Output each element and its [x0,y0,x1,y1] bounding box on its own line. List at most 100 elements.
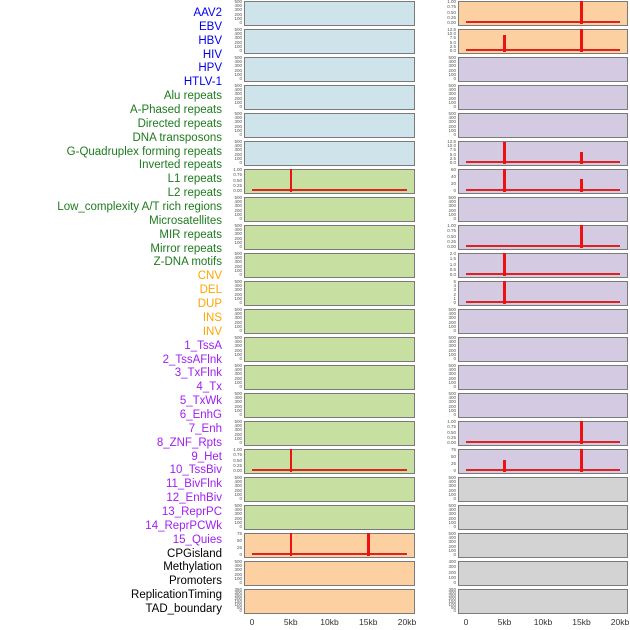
y-tick-label: 400 [448,559,456,564]
y-tick-label: 300 [234,231,242,237]
signal-panel-ebv [244,29,415,54]
y-tick-label: 100 [448,323,456,329]
y-tick-label: 100 [234,351,242,357]
y-tick-label: 250 [234,593,242,598]
y-tick-label: 500 [234,419,242,424]
y-tick-label: 0 [239,272,242,277]
y-tick-label: 300 [234,483,242,489]
track-label-microsatellites: Microsatellites [149,214,222,227]
y-tick-label: 0 [239,524,242,529]
y-tick-label: 300 [234,63,242,69]
signal-panel-1-tssa [458,57,628,82]
y-tick-label: 0.75 [233,452,242,458]
y-tick-label: 1.00 [233,167,242,172]
signal-panel-l2-repeats [244,365,415,390]
y-tick-label: 0.5 [449,266,456,272]
y-tick-label: 200 [234,319,242,325]
x-axis-label: 0 [249,617,255,627]
y-tick-label: 200 [234,515,242,521]
signal-spike [289,449,292,472]
y-tick-label: 4 [453,283,456,289]
y-tick-label: 300 [234,343,242,349]
track-label-13-reprpc: 13_ReprPC [161,505,222,518]
y-tick-label: 500 [448,307,456,312]
y-tick-label: 40 [450,174,456,179]
track-label-hpv: HPV [198,62,222,75]
y-tick-label: 100 [448,71,456,77]
y-tick-label: 400 [448,339,456,345]
y-tick-label: 0.00 [447,20,456,25]
signal-panel-htlv-1 [244,141,415,166]
signal-baseline [466,49,620,51]
y-tick-label: 400 [234,423,242,429]
y-tick-label: 400 [234,339,242,345]
y-tick-label: 400 [234,199,242,205]
y-tick-label: 200 [448,207,456,213]
y-tick-label: 200 [448,95,456,101]
y-tick-label: 100 [448,491,456,497]
x-axis-label: 0 [463,617,469,627]
y-tick-label: 0.25 [447,238,456,244]
y-tick-label: 0 [239,20,242,25]
y-tick-label: 300 [234,91,242,97]
y-tick-label: 5 [453,279,456,284]
y-tick-label: 10.0 [447,143,456,149]
y-tick-label: 0 [239,356,242,361]
y-tick-label: 400 [448,507,456,513]
signal-baseline [466,189,620,191]
y-tick-label: 200 [448,403,456,409]
signal-panel-dup [244,589,415,614]
y-tick-label: 500 [448,363,456,368]
y-tick-label: 300 [234,287,242,293]
y-tick-label: 300 [448,590,456,595]
signal-panel-9-het [458,281,628,306]
y-tick-label: 300 [234,567,242,573]
y-tick-label: 0 [453,384,456,389]
y-tick-label: 300 [448,343,456,349]
y-tick-label: 350 [448,587,456,592]
track-label-1-tssa: 1_TssA [184,339,222,352]
y-tick-label: 500 [234,83,242,88]
signal-baseline [252,189,407,191]
y-tick-label: 0.75 [447,4,456,10]
signal-panel-dna-transposons [244,253,415,278]
y-tick-label: 500 [234,391,242,396]
signal-panel-replicationtiming [458,561,628,586]
track-label-inv: INV [202,325,222,338]
y-tick-label: 100 [234,71,242,77]
y-tick-label: 50 [236,605,242,610]
y-tick-label: 200 [234,347,242,353]
y-tick-label: 100 [234,239,242,245]
y-tick-label: 0 [453,76,456,81]
y-tick-label: 200 [234,403,242,409]
y-tick-label: 100 [234,15,242,21]
y-tick-label: 200 [234,95,242,101]
y-tick-label: 200 [234,571,242,577]
y-tick-label: 300 [234,147,242,153]
y-tick-label: 200 [234,431,242,437]
y-tick-label: 0 [239,384,242,389]
y-tick-label: 1.00 [447,419,456,424]
signal-spike [289,533,292,556]
y-tick-label: 100 [234,267,242,273]
y-tick-label: 100 [234,602,242,607]
y-tick-label: 0 [239,300,242,305]
y-tick-label: 200 [234,596,242,601]
y-tick-label: 100 [234,99,242,105]
signal-baseline [252,469,407,471]
signal-panel-methylation [458,505,628,530]
track-label-ebv: EBV [198,20,222,33]
y-tick-label: 0 [239,160,242,165]
y-tick-label: 400 [234,395,242,401]
track-label-ins: INS [202,311,222,324]
track-label-tad-boundary: TAD_boundary [145,602,223,615]
y-tick-label: 400 [234,367,242,373]
y-tick-label: 200 [448,487,456,493]
signal-panel-mirror-repeats [244,477,415,502]
signal-panel-z-dna-motifs [244,505,415,530]
signal-spike [503,141,506,164]
x-axis-label: 5kb [283,617,298,627]
y-tick-label: 100 [448,127,456,133]
y-tick-label: 300 [234,315,242,321]
y-tick-label: 400 [448,87,456,93]
